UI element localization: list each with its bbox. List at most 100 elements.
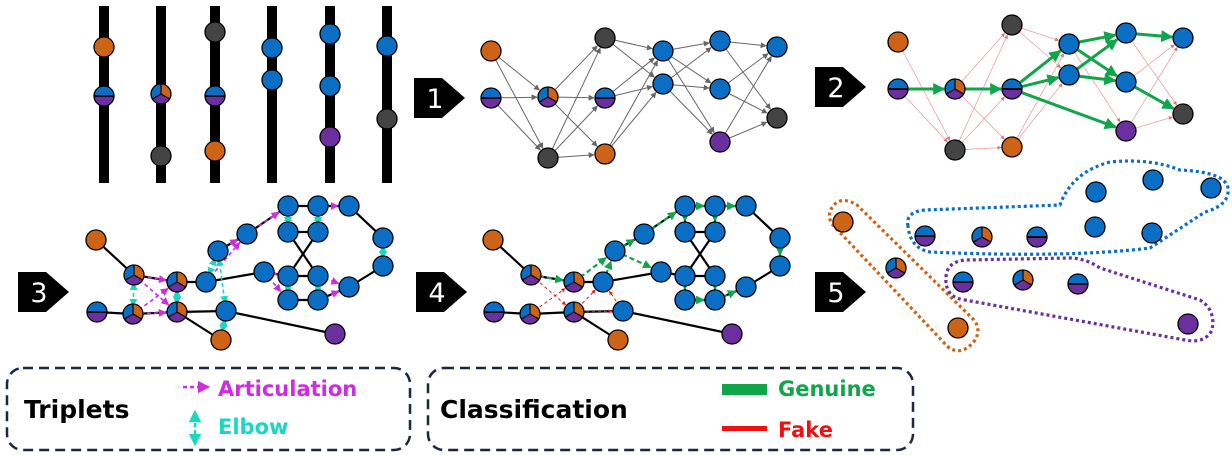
hit-lower-half bbox=[94, 96, 114, 106]
blue-hit bbox=[769, 255, 791, 277]
shared-hit-three-way bbox=[563, 301, 585, 323]
blue-hit bbox=[1115, 22, 1137, 44]
step-number-1: 1 bbox=[426, 84, 443, 115]
orange-hit bbox=[204, 140, 226, 162]
genuine-triplet bbox=[643, 211, 677, 235]
hit-upper-half bbox=[595, 88, 615, 98]
shared-hit-blue-purple bbox=[887, 78, 909, 100]
graph-edge bbox=[622, 309, 733, 336]
hit-lower-half bbox=[87, 312, 107, 322]
hit-sector-divider bbox=[547, 96, 557, 103]
hit-outline bbox=[166, 271, 188, 293]
orange-hit bbox=[832, 211, 854, 233]
hit-sector-divider bbox=[168, 311, 178, 318]
hit-outline bbox=[86, 301, 108, 323]
blue-hit bbox=[376, 35, 398, 57]
shared-hit-blue-purple bbox=[914, 225, 936, 247]
candidate-edge bbox=[604, 60, 659, 155]
orange-hit bbox=[482, 229, 504, 251]
gray-hit bbox=[537, 147, 559, 169]
hit-outline bbox=[123, 264, 145, 286]
orange-hit bbox=[480, 40, 502, 62]
hit-outline bbox=[166, 301, 188, 323]
hit-upper-half bbox=[1027, 227, 1047, 237]
candidate-edge bbox=[547, 96, 598, 147]
blue-hit bbox=[338, 195, 360, 217]
shared-hit-three-way bbox=[537, 86, 559, 108]
blue-hit bbox=[1085, 181, 1107, 203]
classification-legend-title: Classification bbox=[440, 395, 628, 424]
hit-sector-divider bbox=[522, 274, 532, 281]
hit-upper-half bbox=[1068, 274, 1088, 284]
hit-sector-divider bbox=[176, 311, 186, 318]
rejected-edge bbox=[1011, 83, 1063, 148]
elbow-triplet bbox=[216, 257, 228, 305]
candidate-edge bbox=[490, 50, 544, 149]
blue-hit bbox=[261, 69, 283, 91]
hit-upper-half bbox=[205, 86, 225, 96]
rejected-edge bbox=[1011, 53, 1065, 148]
classification-legend-frame bbox=[426, 366, 915, 452]
articulation-triplet bbox=[133, 274, 167, 284]
blue-hit bbox=[277, 289, 299, 311]
articulation-legend-label: Articulation bbox=[218, 377, 357, 401]
classified-triplets-panel bbox=[482, 195, 791, 351]
blue-hit bbox=[307, 195, 329, 217]
blue-hit bbox=[1142, 169, 1164, 191]
shared-hit-three-way bbox=[520, 264, 542, 286]
gray-hit bbox=[1001, 14, 1023, 36]
detector-layers-panel bbox=[93, 6, 398, 183]
hit-sector-divider bbox=[981, 236, 991, 243]
gray-hit bbox=[150, 145, 172, 167]
genuine-legend-swatch bbox=[722, 384, 767, 395]
hit-sector-divider bbox=[1014, 279, 1024, 286]
full-graph-panel bbox=[480, 27, 788, 169]
blue-hit bbox=[704, 265, 726, 287]
hit-upper-half bbox=[953, 272, 973, 282]
fake-triplet bbox=[608, 290, 624, 312]
hit-sector-divider bbox=[539, 96, 549, 103]
shared-hit-blue-purple bbox=[86, 301, 108, 323]
blue-hit bbox=[319, 23, 341, 45]
shared-hit-blue-purple bbox=[1001, 78, 1023, 100]
rejected-edge bbox=[954, 32, 1005, 90]
gray-hit bbox=[594, 27, 616, 49]
fake-triplet bbox=[573, 289, 596, 313]
hit-outline bbox=[1067, 273, 1089, 295]
blue-hit bbox=[277, 195, 299, 217]
hit-outline bbox=[122, 303, 144, 325]
triplets-legend-title: Triplets bbox=[24, 395, 129, 424]
shared-hit-blue-purple bbox=[204, 85, 226, 107]
hit-lower-half bbox=[205, 96, 225, 106]
hit-outline bbox=[483, 301, 505, 323]
elbow-triplet bbox=[207, 257, 217, 276]
blue-hit bbox=[1200, 177, 1222, 199]
blue-hit bbox=[633, 223, 655, 245]
blue-hit bbox=[261, 37, 283, 59]
hit-sector-divider bbox=[521, 313, 531, 320]
orange-hit bbox=[947, 317, 969, 339]
purple-hit bbox=[721, 323, 743, 345]
fake-legend-label: Fake bbox=[778, 418, 833, 442]
blue-hit bbox=[1172, 27, 1194, 49]
hit-outline bbox=[1026, 226, 1048, 248]
blue-hit bbox=[735, 195, 757, 217]
step-arrow-3 bbox=[18, 272, 69, 312]
blue-hit bbox=[650, 261, 672, 283]
hit-outline bbox=[519, 303, 541, 325]
hit-upper-half bbox=[87, 302, 107, 312]
candidate-edge bbox=[719, 55, 772, 143]
blue-hit bbox=[652, 73, 674, 95]
genuine-triplet bbox=[573, 256, 607, 283]
rejected-edge bbox=[954, 88, 1005, 140]
genuine-edge bbox=[1011, 87, 1117, 130]
blue-hit bbox=[709, 30, 731, 52]
hit-outline bbox=[944, 78, 966, 100]
orange-hit bbox=[93, 36, 115, 58]
hit-outline bbox=[150, 83, 172, 105]
genuine-legend-label: Genuine bbox=[778, 377, 876, 401]
candidate-edge bbox=[662, 83, 713, 135]
hit-outline bbox=[594, 87, 616, 109]
purple-hit bbox=[319, 126, 341, 148]
shared-hit-three-way bbox=[563, 271, 585, 293]
